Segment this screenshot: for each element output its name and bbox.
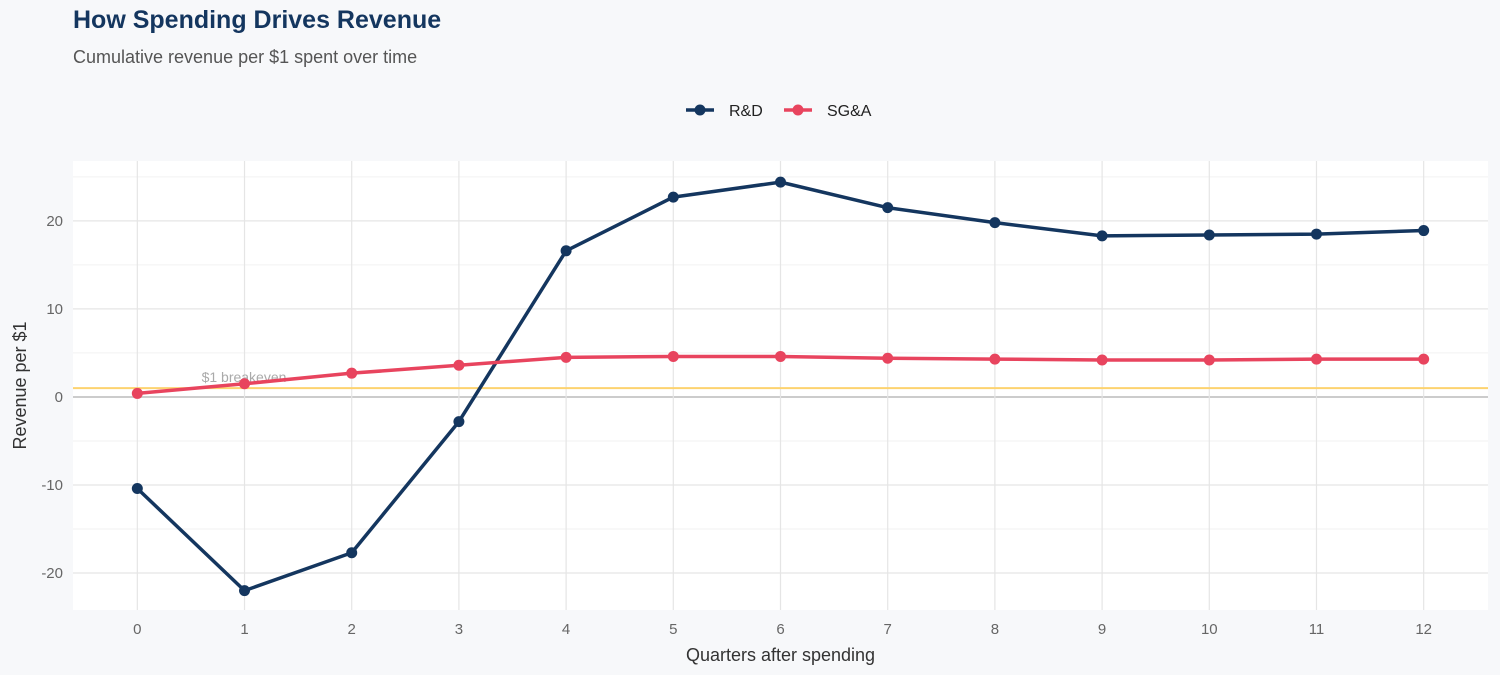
x-tick-label: 1 (240, 621, 248, 638)
data-point-sga (775, 350, 786, 362)
x-tick-label: 10 (1201, 621, 1218, 638)
data-point-rnd (1418, 225, 1430, 237)
data-point-rnd (1310, 228, 1322, 240)
data-point-rnd (667, 191, 679, 203)
data-point-rnd (989, 217, 1001, 229)
y-axis-label: Revenue per $1 (10, 321, 30, 449)
data-point-sga (1203, 354, 1215, 366)
x-tick-label: 12 (1415, 621, 1432, 638)
legend-key-point (792, 104, 804, 116)
data-point-sga (989, 353, 1001, 365)
x-tick-label: 0 (133, 621, 141, 638)
chart-title: How Spending Drives Revenue (73, 6, 442, 34)
data-point-sga (453, 359, 465, 371)
chart-subtitle: Cumulative revenue per $1 spent over tim… (73, 47, 418, 67)
data-point-sga (346, 367, 358, 379)
data-point-rnd (239, 585, 251, 597)
x-tick-label: 5 (669, 621, 677, 638)
x-tick-label: 11 (1309, 621, 1325, 638)
data-point-rnd (1096, 230, 1108, 242)
data-point-rnd (882, 202, 894, 214)
data-point-sga (882, 352, 894, 364)
x-tick-label: 7 (884, 621, 892, 638)
data-point-rnd (346, 547, 358, 559)
data-point-sga (131, 387, 143, 399)
data-point-sga (239, 378, 251, 390)
data-point-rnd (131, 483, 143, 495)
data-point-rnd (453, 416, 465, 428)
data-point-sga (560, 351, 572, 363)
data-point-rnd (775, 176, 786, 188)
x-tick-label: 4 (562, 621, 570, 638)
data-point-sga (1418, 353, 1430, 365)
data-point-rnd (1203, 229, 1215, 241)
data-point-sga (1310, 353, 1322, 365)
x-axis-label: Quarters after spending (686, 645, 875, 665)
x-tick-label: 8 (991, 621, 999, 638)
y-tick-label: 0 (55, 389, 63, 406)
x-tick-label: 6 (776, 621, 784, 638)
data-point-rnd (560, 245, 572, 257)
x-tick-label: 3 (455, 621, 463, 638)
x-tick-label: 2 (348, 621, 356, 638)
y-tick-label: 10 (46, 301, 63, 318)
y-tick-label: -10 (41, 477, 63, 494)
legend-label: SG&A (827, 103, 872, 120)
data-point-sga (667, 350, 679, 362)
y-tick-label: 20 (46, 213, 63, 230)
legend-label: R&D (729, 103, 763, 120)
x-tick-label: 9 (1098, 621, 1106, 638)
data-point-sga (1096, 354, 1108, 366)
legend-key-point (694, 104, 706, 116)
y-tick-label: -20 (41, 565, 63, 582)
